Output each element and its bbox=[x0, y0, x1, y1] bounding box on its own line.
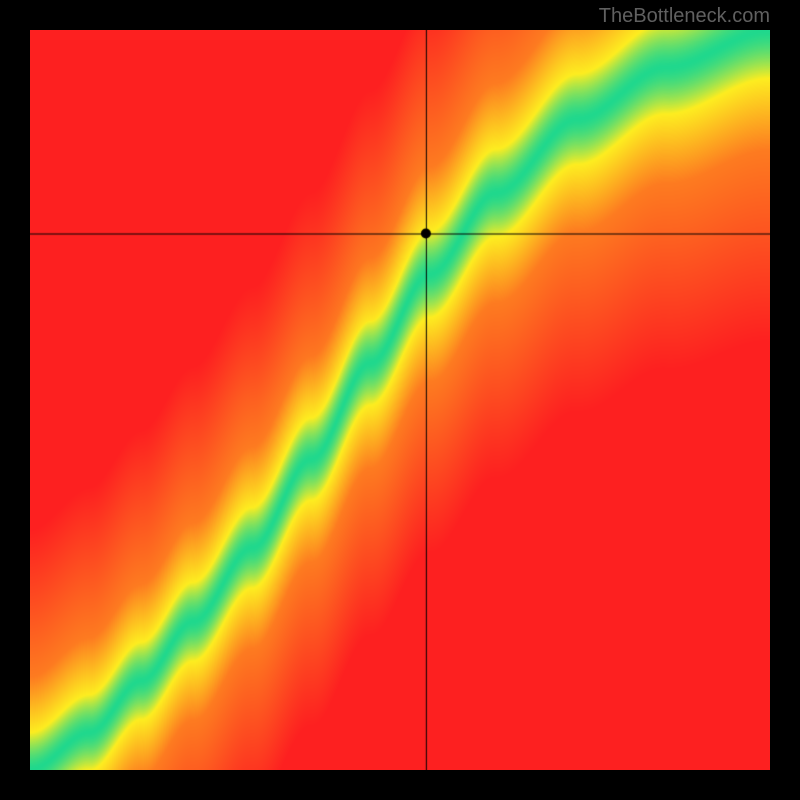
heatmap-canvas bbox=[30, 30, 770, 770]
watermark-text: TheBottleneck.com bbox=[599, 5, 770, 28]
bottleneck-heatmap bbox=[30, 30, 770, 770]
